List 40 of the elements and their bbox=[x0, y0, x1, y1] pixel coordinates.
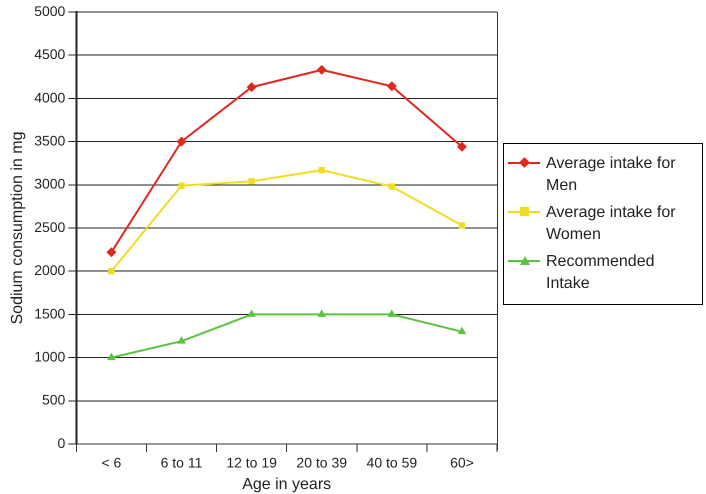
y-tick-label: 0 bbox=[58, 434, 66, 451]
point bbox=[458, 326, 466, 334]
point bbox=[458, 222, 466, 229]
legend-label: Average intake for Men bbox=[546, 154, 677, 196]
point bbox=[248, 178, 255, 185]
y-tick-label: 2000 bbox=[34, 262, 66, 278]
point bbox=[318, 166, 325, 174]
point bbox=[386, 81, 397, 92]
x-tick-label: 60> bbox=[450, 454, 474, 470]
point bbox=[388, 309, 396, 317]
y-tick-label: 5000 bbox=[34, 2, 66, 19]
y-axis-title: Sodium consumption in mg bbox=[9, 132, 26, 324]
point bbox=[107, 352, 116, 360]
point bbox=[388, 183, 396, 190]
x-tick-label: 20 to 39 bbox=[296, 454, 348, 470]
legend-label: Recommended Intake bbox=[546, 252, 656, 294]
point bbox=[316, 64, 327, 75]
y-tick-label: 2500 bbox=[34, 218, 66, 235]
point bbox=[176, 136, 187, 147]
point bbox=[317, 309, 326, 317]
y-tick-label: 4000 bbox=[34, 89, 66, 106]
y-tick-label: 500 bbox=[42, 392, 66, 408]
point bbox=[106, 247, 116, 258]
legend-label: Average intake for Women bbox=[546, 203, 677, 245]
point bbox=[177, 336, 186, 344]
y-tick-label: 3500 bbox=[34, 132, 66, 148]
y-tick-label: 1000 bbox=[34, 348, 66, 364]
y-tick-label: 3000 bbox=[34, 176, 66, 192]
x-tick-label: 40 to 59 bbox=[366, 454, 418, 470]
x-tick-label: 12 to 19 bbox=[226, 454, 278, 470]
point bbox=[246, 82, 257, 92]
point bbox=[456, 142, 467, 152]
x-axis-title: Age in years bbox=[242, 476, 332, 493]
x-tick-label: 6 to 11 bbox=[160, 454, 203, 470]
point bbox=[108, 268, 115, 274]
point bbox=[178, 182, 185, 189]
y-tick-label: 4500 bbox=[34, 46, 66, 62]
x-tick-label: < 6 bbox=[101, 454, 122, 470]
y-tick-label: 1500 bbox=[34, 305, 66, 322]
point bbox=[247, 309, 256, 317]
